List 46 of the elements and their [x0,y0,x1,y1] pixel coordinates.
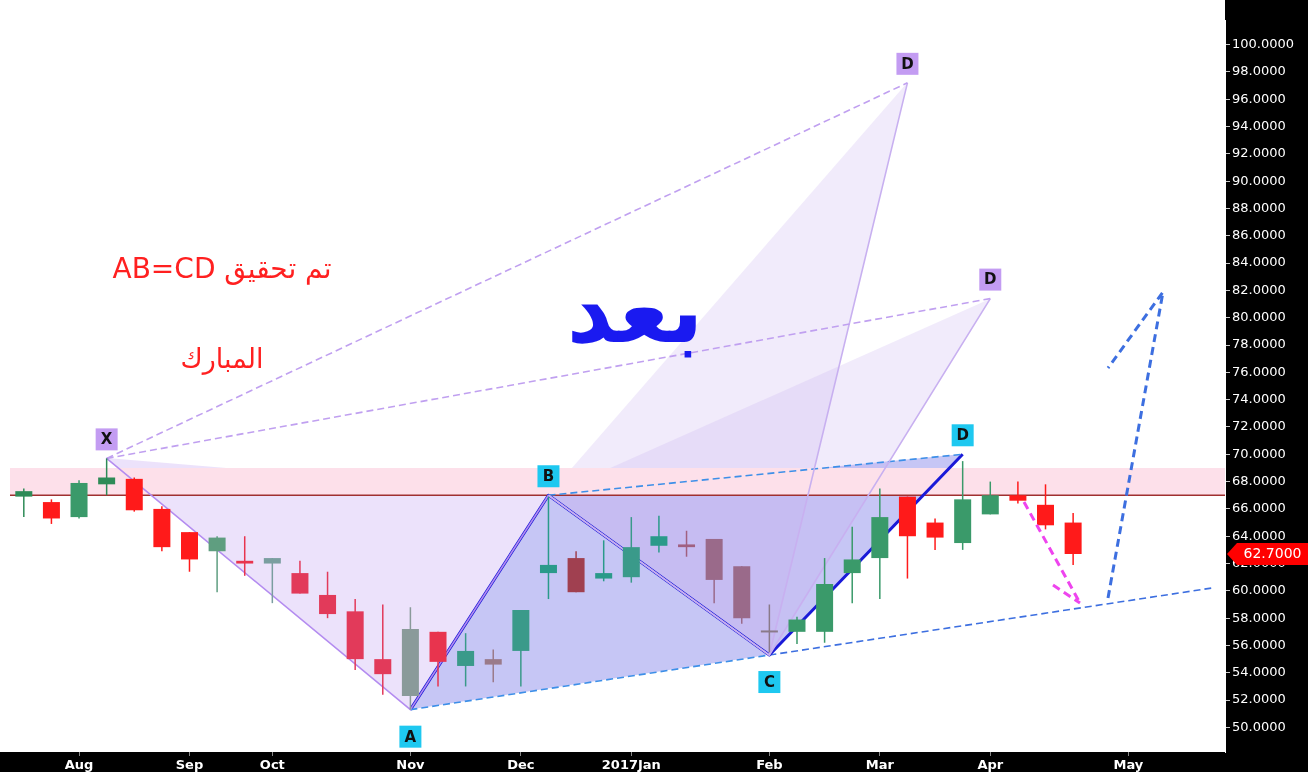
y-tick-label: 94.0000 [1232,117,1286,133]
x-tick-label: Mar [865,757,895,772]
annotation: X [100,430,113,449]
x-tick-label: May [1113,757,1144,772]
x-tick-label: Feb [756,757,783,772]
y-tick-label: 100.0000 [1232,35,1295,51]
y-tick-label: 66.0000 [1232,500,1286,516]
annotation: تم تحقيق AB=CD [112,251,332,285]
text: 62.7000 [1243,544,1302,561]
y-tick-label: 76.0000 [1232,363,1286,379]
y-tick-label: 52.0000 [1232,691,1286,707]
annotation: D [956,426,969,445]
x-tick-label: Aug [64,757,94,772]
annotation: D [984,270,997,289]
y-tick-label: 56.0000 [1232,636,1286,652]
y-tick-label: 50.0000 [1232,718,1286,734]
y-tick-label: 72.0000 [1232,418,1286,434]
y-tick-label: 78.0000 [1232,336,1286,352]
y-tick-label: 84.0000 [1232,254,1286,270]
y-tick-label: 64.0000 [1232,527,1286,543]
x-tick-label: Apr [977,757,1004,772]
y-tick-label: 58.0000 [1232,609,1286,625]
y-tick-label: 54.0000 [1232,664,1286,680]
x-tick-label: Dec [507,757,535,772]
y-tick-label: 74.0000 [1232,391,1286,407]
y-tick-label: 80.0000 [1232,309,1286,325]
y-tick-label: 82.0000 [1232,281,1286,297]
y-tick-label: 88.0000 [1232,199,1286,215]
y-tick-label: 98.0000 [1232,63,1286,79]
x-tick-label: 2017Jan [601,757,661,772]
y-tick-label: 60.0000 [1232,582,1286,598]
y-tick-label: 86.0000 [1232,227,1286,243]
annotation: B [542,467,555,486]
x-tick-label: Oct [259,757,285,772]
y-tick-label: 92.0000 [1232,145,1286,161]
annotation: بعد [566,257,704,363]
annotation: D [901,54,914,73]
y-tick-label: 96.0000 [1232,90,1286,106]
x-tick-label: Sep [175,757,204,772]
y-tick-label: 90.0000 [1232,172,1286,188]
annotation: A [404,727,417,746]
annotation: C [763,672,775,691]
y-tick-label: 68.0000 [1232,472,1286,488]
x-tick-label: Nov [396,757,426,772]
y-tick-label: 70.0000 [1232,445,1286,461]
annotation: المبارك [180,342,264,374]
